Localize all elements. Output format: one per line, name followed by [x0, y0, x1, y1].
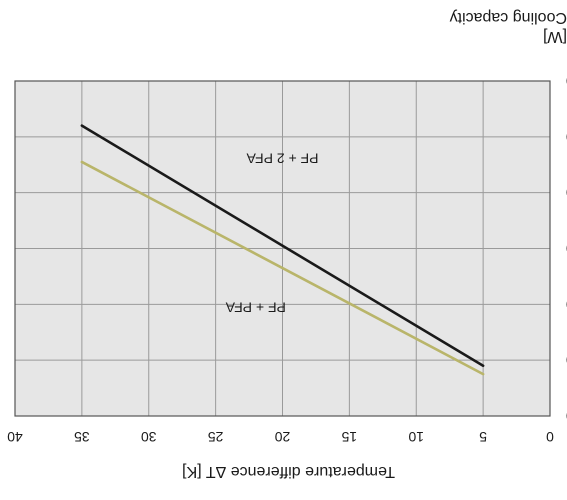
y-tick-label: 300	[566, 241, 567, 257]
series-lines: PF + PFA PF + 2 PFA	[80, 124, 485, 376]
x-tick-label: 10	[408, 429, 424, 445]
y-tick-label: 500	[566, 129, 567, 145]
x-tick-label: 0	[546, 429, 554, 445]
plot-frame	[14, 80, 551, 417]
x-tick-label: 30	[141, 429, 157, 445]
x-axis-title: Temperature difference ΔT [K]	[182, 463, 395, 480]
y-axis-title-line2: [W]	[543, 28, 567, 45]
x-tick-label: 25	[208, 429, 224, 445]
series-line-1	[80, 124, 485, 368]
series-label-0: PF + PFA	[225, 300, 286, 316]
y-tick-label: 600	[566, 73, 567, 89]
x-tick-label: 40	[7, 429, 23, 445]
gridlines	[15, 81, 550, 416]
x-tick-label: 5	[479, 429, 487, 445]
x-axis-ticks: 0 5 10 15 20 25 30 35 40	[7, 429, 554, 445]
series-line-0	[80, 160, 485, 376]
x-tick-label: 35	[74, 429, 90, 445]
y-tick-label: 200	[566, 296, 567, 312]
x-tick-label: 20	[275, 429, 291, 445]
x-tick-label: 15	[341, 429, 357, 445]
y-tick-label: 0	[566, 408, 567, 424]
series-label-1: PF + 2 PFA	[246, 151, 319, 167]
y-tick-label: 100	[566, 352, 567, 368]
y-axis-ticks: 0 100 200 300 400 500 600	[566, 73, 567, 424]
y-axis-title-line1: Cooling capacity	[450, 9, 567, 26]
y-tick-label: 400	[566, 185, 567, 201]
